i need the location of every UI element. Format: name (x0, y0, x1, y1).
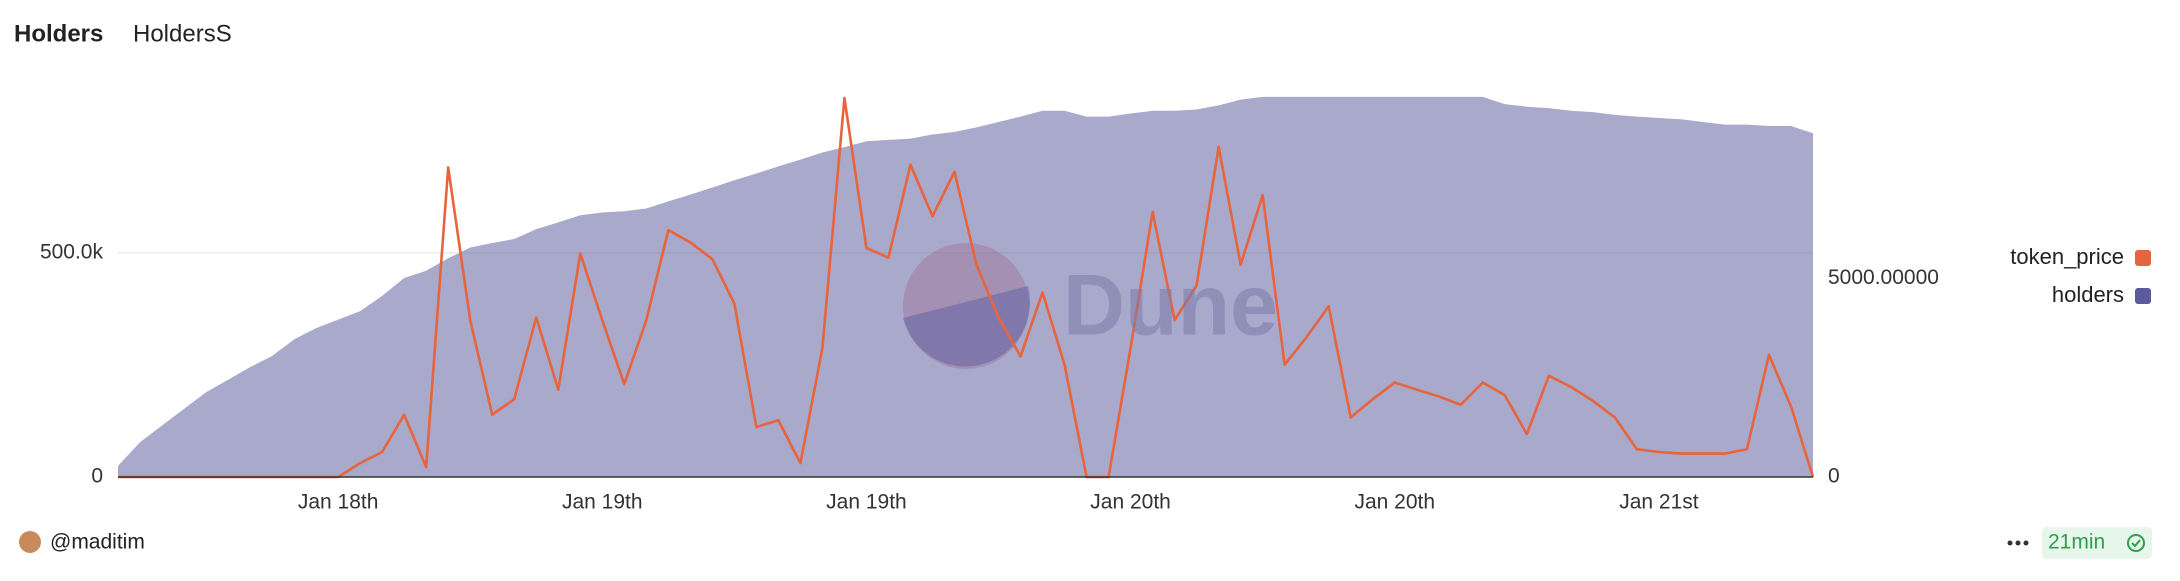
x-tick-label: Jan 19th (826, 491, 907, 514)
author[interactable]: @maditim (50, 531, 145, 554)
refresh-check (2131, 539, 2141, 548)
x-tick-label: Jan 21st (1619, 491, 1699, 514)
legend-label: token_price (2010, 244, 2124, 269)
legend-swatch (2135, 250, 2151, 266)
tab-active[interactable]: Holders (14, 20, 103, 47)
y-tick-label: 500.0k (40, 240, 104, 263)
y-tick-label: 0 (91, 465, 103, 488)
y2-tick-label: 0 (1828, 465, 1840, 488)
x-tick-label: Jan 20th (1354, 491, 1435, 514)
y2-tick-label: 5000.00000 (1828, 266, 1939, 289)
price-line (118, 96, 1815, 479)
legend-label: holders (2052, 282, 2124, 307)
more-menu[interactable] (2007, 540, 2029, 546)
refresh-icon (2127, 534, 2145, 552)
x-tick-label: Jan 19th (562, 491, 643, 514)
watermark: Dune (1063, 258, 1278, 354)
x-tick-label: Jan 20th (1090, 491, 1171, 514)
refresh-time: 21min (2048, 531, 2105, 554)
author-avatar (19, 531, 41, 553)
holders-area (118, 96, 1813, 477)
x-tick-label: Jan 18th (298, 491, 379, 514)
refresh-badge[interactable] (2042, 527, 2152, 559)
legend-swatch (2135, 288, 2151, 304)
tab[interactable]: HoldersS (133, 20, 232, 47)
